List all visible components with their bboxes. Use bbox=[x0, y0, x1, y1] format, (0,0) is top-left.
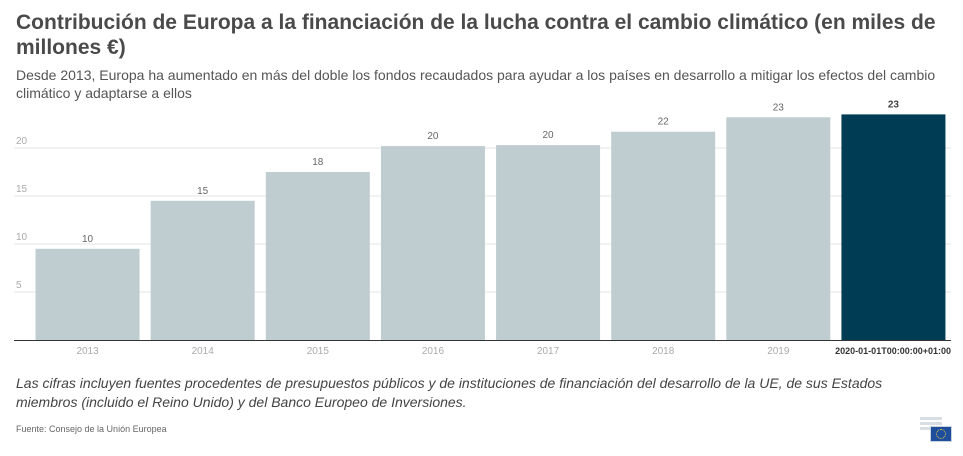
data-label: 20 bbox=[543, 130, 555, 141]
data-label: 18 bbox=[312, 157, 324, 168]
bar bbox=[496, 145, 601, 340]
chart-subtitle: Desde 2013, Europa ha aumentado en más d… bbox=[16, 67, 936, 101]
data-label: 10 bbox=[82, 234, 94, 245]
x-tick-label: 2014 bbox=[192, 346, 215, 357]
eu-council-logo-icon bbox=[918, 414, 952, 442]
bar-highlighted bbox=[841, 114, 946, 341]
bar bbox=[611, 131, 716, 340]
y-tick-label: 20 bbox=[16, 136, 28, 147]
bar bbox=[265, 172, 370, 340]
y-tick-labels: 5 10 15 20 bbox=[16, 136, 28, 291]
chart-title: Contribución de Europa a la financiación… bbox=[16, 11, 936, 59]
x-tick-label: 2019 bbox=[767, 346, 790, 357]
x-tick-label: 2015 bbox=[307, 346, 330, 357]
x-tick-label: 2016 bbox=[422, 346, 445, 357]
data-label: 20 bbox=[427, 131, 439, 142]
x-tick-label: 2013 bbox=[76, 346, 99, 357]
data-label: 23 bbox=[888, 100, 900, 110]
footnote: Las cifras incluyen fuentes procedentes … bbox=[16, 375, 883, 410]
x-tick-label: 2020-01-01T00:00:00+01:00 bbox=[835, 346, 951, 356]
y-tick-label: 15 bbox=[16, 184, 28, 195]
y-tick-label: 10 bbox=[16, 232, 28, 243]
source-text: Fuente: Consejo de la Unión Europea bbox=[16, 424, 167, 434]
data-label: 23 bbox=[773, 102, 785, 113]
bar bbox=[380, 146, 485, 340]
bar bbox=[150, 200, 255, 340]
bar bbox=[726, 117, 831, 340]
x-tick-labels: 2013 2014 2015 2016 2017 2018 2019 2020-01-01T0… bbox=[76, 346, 951, 357]
data-label: 15 bbox=[197, 186, 209, 197]
x-tick-label: 2017 bbox=[537, 346, 560, 357]
eu-flag-icon bbox=[930, 426, 952, 442]
data-labels: 10 15 18 20 20 22 23 23 bbox=[82, 100, 899, 245]
bars bbox=[35, 114, 946, 341]
bar bbox=[35, 248, 140, 340]
x-tick-label: 2018 bbox=[652, 346, 675, 357]
data-label: 22 bbox=[658, 117, 670, 128]
y-tick-label: 5 bbox=[16, 280, 22, 291]
